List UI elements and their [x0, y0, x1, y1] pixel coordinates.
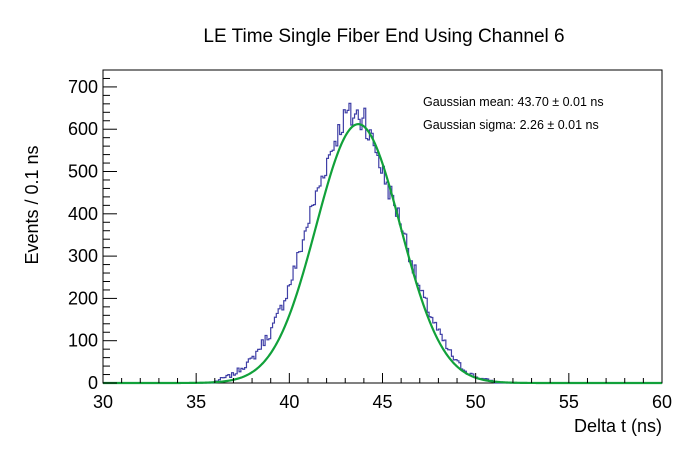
fit-layer [103, 123, 662, 385]
x-tick-label: 30 [93, 392, 113, 412]
histogram-layer [103, 102, 662, 384]
x-tick-label: 50 [466, 392, 486, 412]
x-tick-label: 45 [372, 392, 392, 412]
y-axis-ticks: 0 100 200 300 400 500 600 700 [68, 69, 117, 393]
y-tick-label: 100 [68, 331, 98, 351]
y-tick-label: 600 [68, 119, 98, 139]
x-tick-label: 35 [186, 392, 206, 412]
x-axis-title: Delta t (ns) [574, 416, 662, 436]
x-tick-label: 55 [559, 392, 579, 412]
x-tick-label: 60 [652, 392, 672, 412]
x-axis-ticks: 30 35 40 45 50 55 60 [93, 373, 672, 412]
fit-mean-annotation: Gaussian mean: 43.70 ± 0.01 ns [423, 95, 604, 109]
y-tick-label: 300 [68, 246, 98, 266]
chart-title: LE Time Single Fiber End Using Channel 6 [203, 26, 564, 47]
fit-sigma-annotation: Gaussian sigma: 2.26 ± 0.01 ns [423, 118, 599, 132]
y-tick-label: 400 [68, 204, 98, 224]
y-tick-label: 0 [88, 373, 98, 393]
gaussian-fit-curve [103, 123, 662, 385]
y-tick-label: 200 [68, 288, 98, 308]
y-axis-title: Events / 0.1 ns [22, 145, 42, 264]
y-tick-label: 500 [68, 162, 98, 182]
x-tick-label: 40 [279, 392, 299, 412]
histogram-series [103, 102, 662, 384]
plot-frame [102, 69, 663, 384]
y-tick-label: 700 [68, 77, 98, 97]
